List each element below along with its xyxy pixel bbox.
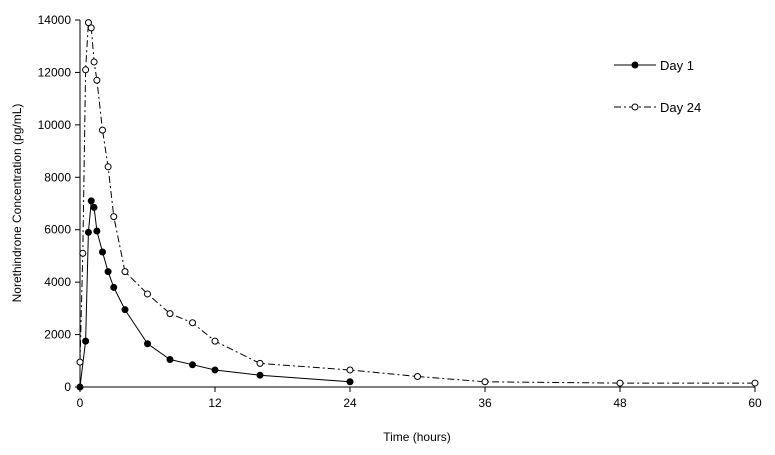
series-layer [76,19,759,391]
data-point-day-1 [76,383,84,391]
x-tick-label: 24 [343,396,357,410]
legend: Day 1 Day 24 [614,58,701,115]
data-point-day-24 [121,268,129,276]
y-tick-label: 6000 [44,223,71,237]
data-point-day-24 [87,24,95,32]
data-point-day-24 [144,290,151,298]
data-point-day-24 [616,379,624,387]
data-point-day-24 [90,58,98,66]
data-point-day-24 [414,373,421,381]
data-point-day-24 [99,126,106,134]
y-tick-label: 2000 [44,328,71,342]
x-tick-label: 60 [748,396,762,410]
series-day-24 [76,19,759,387]
data-point-day-1 [84,228,92,236]
data-point-day-1 [144,340,151,348]
data-point-day-24 [76,358,84,366]
y-tick-label: 8000 [44,170,71,184]
data-point-day-1 [166,355,174,363]
data-point-day-24 [84,19,92,27]
y-tick-label: 0 [64,380,71,394]
data-point-day-24 [189,319,196,327]
legend-marker-day-1 [631,61,639,69]
x-tick-label: 36 [478,396,492,410]
series-line-day-24 [79,20,755,384]
y-tick-label: 12000 [38,65,72,79]
data-point-day-1 [110,283,118,291]
data-point-day-1 [90,203,98,211]
data-point-day-1 [211,366,219,374]
x-axis-title: Time (hours) [383,430,451,444]
data-point-day-24 [751,379,759,387]
legend-marker-day-24 [631,103,639,111]
data-point-day-1 [99,248,106,256]
data-point-day-1 [256,371,264,379]
data-point-day-1 [189,361,196,369]
series-line-day-1 [79,200,351,388]
data-point-day-24 [79,249,87,257]
series-day-1 [76,197,354,391]
data-point-day-24 [211,337,219,345]
legend-label-day-24: Day 24 [660,100,701,115]
data-point-day-24 [346,366,354,374]
legend-label-day-1: Day 1 [660,58,694,73]
y-axis-title: Norethindrone Concentration (pg/mL) [10,104,24,303]
data-point-day-1 [104,268,112,276]
y-tick-label: 10000 [38,118,72,132]
data-point-day-24 [93,76,101,84]
data-point-day-1 [121,306,129,314]
data-point-day-1 [87,197,95,205]
x-tick-label: 12 [208,396,222,410]
x-tick-label: 0 [77,396,84,410]
data-point-day-1 [346,378,354,386]
data-point-day-24 [104,163,112,171]
y-tick-label: 4000 [44,275,71,289]
data-point-day-24 [166,310,174,318]
data-point-day-24 [82,66,90,74]
y-tick-label: 14000 [38,13,72,27]
data-point-day-1 [82,337,90,345]
axes: 0 2000 4000 6000 8000 10000 12000 14000 0 12 24 36 4… [38,13,762,410]
data-point-day-24 [110,213,118,221]
data-point-day-1 [93,227,101,235]
data-point-day-24 [481,378,489,386]
data-point-day-24 [256,359,264,367]
x-tick-label: 48 [613,396,627,410]
